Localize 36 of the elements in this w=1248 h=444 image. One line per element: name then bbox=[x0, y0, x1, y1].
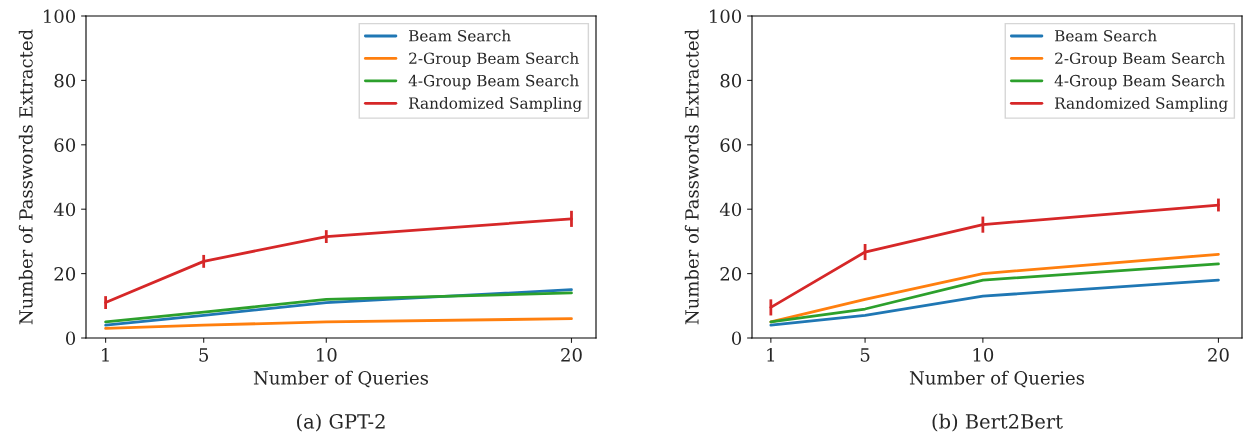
text: (b) Bert2Bert bbox=[932, 413, 1063, 432]
line-series bbox=[769, 278, 1220, 327]
y-tick-label: 40 bbox=[719, 202, 742, 217]
legend-label: 4-Group Beam Search bbox=[1054, 74, 1225, 90]
y-tick-label: 100 bbox=[710, 9, 742, 24]
x-tick-label: 1 bbox=[102, 348, 109, 362]
y-tick-label: 60 bbox=[54, 138, 76, 152]
legend-label: 2-Group Beam Search bbox=[409, 52, 579, 67]
x-tick-label: 20 bbox=[1208, 348, 1229, 362]
y-tick-label: 80 bbox=[54, 73, 76, 88]
x-axis-title: Number of Queries bbox=[909, 370, 1085, 388]
x-tick-label: 1 bbox=[767, 348, 775, 362]
legend-label: Beam Search bbox=[1054, 29, 1157, 42]
legend-label: 2-Group Beam Search bbox=[1055, 52, 1225, 67]
y-tick-label: 20 bbox=[720, 267, 742, 281]
y-axis-title: Number of Passwords Extracted bbox=[684, 29, 699, 325]
y-tick-label: 0 bbox=[731, 331, 742, 346]
legend-label: Randomized Sampling bbox=[408, 97, 582, 113]
y-tick-label: 0 bbox=[65, 331, 76, 346]
x-axis-title: Number of Queries bbox=[253, 370, 429, 388]
x-tick-label: 10 bbox=[973, 348, 994, 362]
legend-label: Beam Search bbox=[408, 29, 511, 42]
y-tick-label: 100 bbox=[44, 9, 76, 24]
y-axis-title: Number of Passwords Extracted bbox=[18, 29, 33, 325]
text: (a) GPT-2 bbox=[297, 413, 385, 432]
x-tick-label: 10 bbox=[317, 348, 337, 362]
legend-label: 4-Group Beam Search bbox=[408, 74, 579, 90]
legend-label: Randomized Sampling bbox=[1054, 97, 1228, 113]
y-tick-label: 60 bbox=[720, 138, 742, 152]
y-tick-label: 80 bbox=[720, 73, 742, 88]
line-series bbox=[104, 317, 573, 330]
x-tick-label: 5 bbox=[199, 348, 209, 362]
y-tick-label: 40 bbox=[53, 202, 76, 217]
x-tick-label: 5 bbox=[860, 348, 870, 362]
y-tick-label: 20 bbox=[54, 267, 76, 281]
x-tick-label: 20 bbox=[561, 348, 582, 362]
